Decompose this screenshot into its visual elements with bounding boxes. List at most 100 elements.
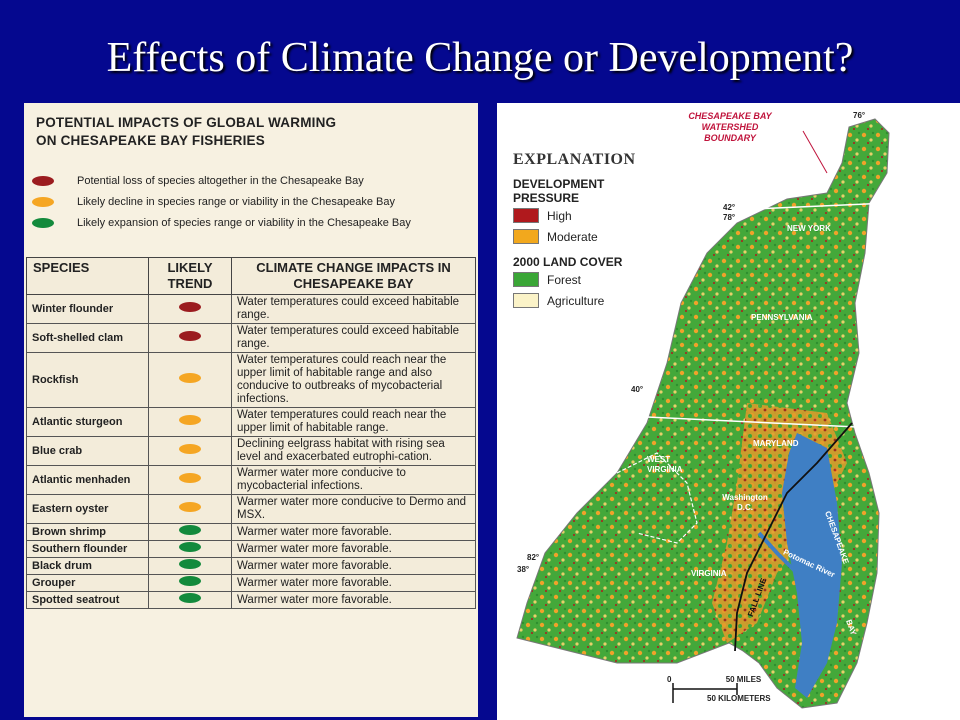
legend-label: Forest xyxy=(547,272,582,287)
trend-cell xyxy=(148,323,232,353)
impact-cell: Warmer water more favorable. xyxy=(231,540,476,558)
green-dot-icon xyxy=(179,576,201,586)
trend-cell xyxy=(148,352,232,408)
table-row: Rockfish Water temperatures could reach n… xyxy=(26,352,476,408)
state-label-de: DE xyxy=(883,510,895,519)
green-dot-icon xyxy=(32,217,54,228)
fall-line xyxy=(734,422,853,652)
coord-label: 40° xyxy=(631,385,644,394)
coord-label: 76° xyxy=(853,111,866,120)
state-label-new-york: NEW YORK xyxy=(787,224,831,233)
species-cell: Southern flounder xyxy=(26,540,149,558)
watershed-boundary-label: CHESAPEAKE BAY WATERSHED BOUNDARY xyxy=(688,111,772,143)
table-row: Winter flounder Water temperatures could … xyxy=(26,294,476,324)
moderate-swatch xyxy=(513,229,539,244)
legend-label: Likely decline in species range or viabi… xyxy=(77,195,395,208)
table-header-row: SPECIES LIKELY TREND CLIMATE CHANGE IMPA… xyxy=(26,257,476,295)
potomac-river xyxy=(757,531,799,575)
high-swatch xyxy=(513,208,539,223)
trend-cell xyxy=(148,407,232,437)
orange-dot-icon xyxy=(179,502,201,512)
table-row: Spotted seatrout Warmer water more favora… xyxy=(26,591,476,609)
table-row: Brown shrimp Warmer water more favorable. xyxy=(26,523,476,541)
coord-label: 42° xyxy=(723,203,736,212)
coord-label: 82° xyxy=(527,553,540,562)
impact-cell: Warmer water more favorable. xyxy=(231,557,476,575)
legend-item-loss: Potential loss of species altogether in … xyxy=(32,170,411,191)
species-cell: Blue crab xyxy=(26,436,149,466)
impact-cell: Warmer water more favorable. xyxy=(231,574,476,592)
boundary-pointer xyxy=(802,130,828,174)
header-impacts: CLIMATE CHANGE IMPACTS IN CHESAPEAKE BAY xyxy=(231,257,476,295)
table-row: Soft-shelled clam Water temperatures coul… xyxy=(26,323,476,353)
watershed-map-panel: CHESAPEAKE BAY WATERSHED BOUNDARY EXPLAN… xyxy=(497,103,960,720)
green-dot-icon xyxy=(179,542,201,552)
coord-label: 78° xyxy=(723,213,736,222)
impacts-table: SPECIES LIKELY TREND CLIMATE CHANGE IMPA… xyxy=(26,257,476,609)
table-row: Eastern oyster Warmer water more conduciv… xyxy=(26,494,476,524)
panel-title-line1: POTENTIAL IMPACTS OF GLOBAL WARMING xyxy=(36,115,337,130)
trend-cell xyxy=(148,540,232,558)
impact-cell: Warmer water more favorable. xyxy=(231,523,476,541)
table-row: Blue crab Declining eelgrass habitat with… xyxy=(26,436,476,466)
trend-cell xyxy=(148,436,232,466)
legend-item-moderate: Moderate xyxy=(513,226,636,247)
impact-cell: Declining eelgrass habitat with rising s… xyxy=(231,436,476,466)
red-dot-icon xyxy=(179,302,201,312)
agriculture-swatch xyxy=(513,293,539,308)
species-cell: Rockfish xyxy=(26,352,149,408)
species-cell: Brown shrimp xyxy=(26,523,149,541)
legend-label: Moderate xyxy=(547,229,598,244)
slide-title: Effects of Climate Change or Development… xyxy=(106,35,854,81)
legend-label: Potential loss of species altogether in … xyxy=(77,174,364,187)
trend-cell xyxy=(148,465,232,495)
species-cell: Black drum xyxy=(26,557,149,575)
impact-cell: Water temperatures could reach near the … xyxy=(231,352,476,408)
impact-cell: Warmer water more conducive to Dermo and… xyxy=(231,494,476,524)
trend-cell xyxy=(148,591,232,609)
green-dot-icon xyxy=(179,525,201,535)
panel-title-line2: ON CHESAPEAKE BAY FISHERIES xyxy=(36,133,265,148)
species-cell: Spotted seatrout xyxy=(26,591,149,609)
orange-dot-icon xyxy=(32,196,54,207)
legend-label: High xyxy=(547,208,572,223)
legend-item-agriculture: Agriculture xyxy=(513,290,636,311)
trend-legend: Potential loss of species altogether in … xyxy=(32,170,411,233)
trend-cell xyxy=(148,294,232,324)
map-scale: 0 50 MILES 50 KILOMETERS xyxy=(667,675,771,703)
scale-miles: 50 MILES xyxy=(725,675,762,684)
impact-cell: Water temperatures could exceed habitabl… xyxy=(231,323,476,353)
impact-cell: Water temperatures could exceed habitabl… xyxy=(231,294,476,324)
ny-pa-border xyxy=(706,202,890,212)
watershed-map xyxy=(516,118,890,709)
species-cell: Eastern oyster xyxy=(26,494,149,524)
header-trend: LIKELY TREND xyxy=(148,257,232,295)
dev-pressure-label: DEVELOPMENT PRESSURE xyxy=(513,177,605,205)
panel-title: POTENTIAL IMPACTS OF GLOBAL WARMING ON C… xyxy=(36,114,336,150)
species-cell: Grouper xyxy=(26,574,149,592)
trend-cell xyxy=(148,574,232,592)
table-row: Black drum Warmer water more favorable. xyxy=(26,557,476,575)
green-dot-icon xyxy=(179,593,201,603)
orange-dot-icon xyxy=(179,415,201,425)
orange-dot-icon xyxy=(179,473,201,483)
header-species: SPECIES xyxy=(26,257,149,295)
legend-label: Likely expansion of species range or via… xyxy=(77,216,411,229)
explanation-title: EXPLANATION xyxy=(513,151,636,168)
pa-md-border xyxy=(646,416,858,428)
orange-dot-icon xyxy=(179,373,201,383)
legend-item-decline: Likely decline in species range or viabi… xyxy=(32,191,411,212)
impact-cell: Warmer water more favorable. xyxy=(231,591,476,609)
table-row: Southern flounder Warmer water more favor… xyxy=(26,540,476,558)
state-label-maryland: MARYLAND xyxy=(753,439,799,448)
orange-dot-icon xyxy=(179,444,201,454)
table-row: Atlantic menhaden Warmer water more condu… xyxy=(26,465,476,495)
state-label-pennsylvania: PENNSYLVANIA xyxy=(751,313,813,322)
map-explanation: EXPLANATION DEVELOPMENT PRESSURE High Mo… xyxy=(513,151,636,311)
forest-swatch xyxy=(513,272,539,287)
red-dot-icon xyxy=(179,331,201,341)
coord-label: 38° xyxy=(517,565,530,574)
impact-cell: Water temperatures could reach near the … xyxy=(231,407,476,437)
species-cell: Winter flounder xyxy=(26,294,149,324)
scale-km: 50 KILOMETERS xyxy=(707,694,771,703)
